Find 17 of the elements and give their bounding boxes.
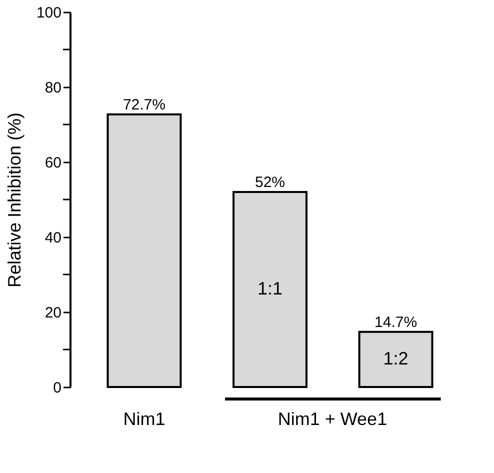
- text: Nim1 + Wee1: [278, 409, 388, 429]
- y-tick-label: 100: [36, 4, 62, 22]
- x-tick-label: Nim1: [123, 409, 166, 429]
- y-tick-label: 80: [44, 80, 62, 96]
- bar: [232, 191, 308, 388]
- data-label: 52%: [254, 174, 286, 191]
- bar: [358, 330, 434, 388]
- y-axis-title: Relative Inhibition (%): [4, 112, 24, 288]
- bar: [106, 113, 182, 388]
- x-tick-label: 1:1: [257, 278, 283, 298]
- y-tick-label: 60: [44, 154, 62, 172]
- data-label: 14.7%: [374, 314, 418, 331]
- x-tick-label: 1:2: [383, 348, 408, 368]
- y-tick-label: 20: [44, 304, 62, 322]
- data-label: 72.7%: [122, 96, 166, 114]
- y-tick-label: 0: [53, 380, 62, 396]
- y-tick-label: 40: [44, 230, 62, 246]
